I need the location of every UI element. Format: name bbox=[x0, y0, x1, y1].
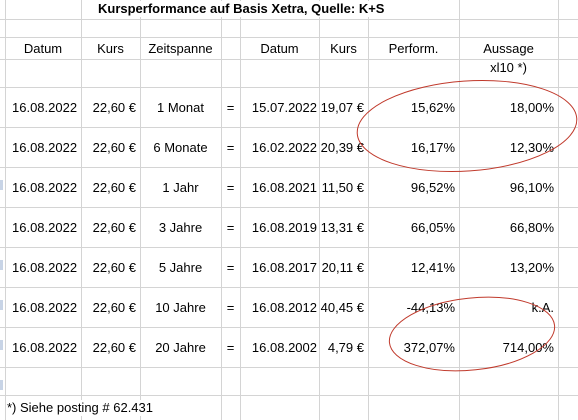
cell-datum-2[interactable]: 16.02.2022 bbox=[251, 140, 317, 155]
cell-equals[interactable]: = bbox=[226, 300, 235, 315]
cell-equals[interactable]: = bbox=[226, 340, 235, 355]
footnote[interactable]: *) Siehe posting # 62.431 bbox=[7, 400, 155, 416]
cell-equals[interactable]: = bbox=[226, 260, 235, 275]
header-perform[interactable]: Perform. bbox=[388, 41, 439, 56]
gridline bbox=[0, 167, 578, 168]
cell-perform[interactable]: 12,41% bbox=[410, 260, 455, 275]
cell-kurs[interactable]: 22,60 € bbox=[92, 300, 136, 315]
header-kurs[interactable]: Kurs bbox=[97, 41, 124, 56]
gridline bbox=[221, 0, 222, 420]
cell-aussage[interactable]: k.A. bbox=[531, 300, 554, 315]
cell-aussage[interactable]: 714,00% bbox=[502, 340, 554, 355]
cell-perform[interactable]: 372,07% bbox=[403, 340, 455, 355]
gridline bbox=[0, 87, 578, 88]
header-datum-2[interactable]: Datum bbox=[260, 41, 299, 56]
cell-zeitspanne[interactable]: 10 Jahre bbox=[155, 300, 206, 315]
cell-datum[interactable]: 16.08.2022 bbox=[12, 140, 78, 155]
header-datum[interactable]: Datum bbox=[23, 41, 63, 56]
header-aussage[interactable]: Aussage bbox=[483, 41, 534, 56]
cell-equals[interactable]: = bbox=[226, 220, 235, 235]
cell-datum-2[interactable]: 16.08.2019 bbox=[251, 220, 317, 235]
cell-zeitspanne[interactable]: 3 Jahre bbox=[158, 220, 203, 235]
gridline bbox=[81, 0, 82, 420]
cell-perform[interactable]: 66,05% bbox=[410, 220, 455, 235]
row-header-edge bbox=[0, 340, 3, 350]
cell-equals[interactable]: = bbox=[226, 180, 235, 195]
cell-perform[interactable]: 96,52% bbox=[410, 180, 455, 195]
cell-kurs-2[interactable]: 19,07 € bbox=[320, 100, 364, 115]
header-zeitspanne[interactable]: Zeitspanne bbox=[148, 41, 213, 56]
annotation-ellipse bbox=[388, 296, 556, 372]
gridline bbox=[459, 0, 460, 420]
cell-kurs-2[interactable]: 20,11 € bbox=[321, 260, 364, 275]
cell-kurs[interactable]: 22,60 € bbox=[92, 140, 136, 155]
cell-datum-2[interactable]: 16.08.2021 bbox=[251, 180, 317, 195]
gridline bbox=[0, 287, 578, 288]
cell-kurs[interactable]: 22,60 € bbox=[92, 180, 136, 195]
gridline bbox=[558, 0, 559, 420]
gridline bbox=[0, 327, 578, 328]
gridline bbox=[0, 247, 578, 248]
cell-kurs[interactable]: 22,60 € bbox=[92, 100, 136, 115]
header-aussage-sub[interactable]: xl10 *) bbox=[490, 60, 527, 75]
cell-perform[interactable]: 15,62% bbox=[410, 100, 455, 115]
gridline bbox=[0, 37, 578, 38]
cell-kurs[interactable]: 22,60 € bbox=[92, 340, 136, 355]
cell-aussage[interactable]: 13,20% bbox=[509, 260, 554, 275]
cell-zeitspanne[interactable]: 1 Jahr bbox=[162, 180, 199, 195]
cell-datum-2[interactable]: 15.07.2022 bbox=[251, 100, 317, 115]
row-header-edge bbox=[0, 300, 3, 310]
cell-aussage[interactable]: 66,80% bbox=[509, 220, 554, 235]
gridline bbox=[0, 127, 578, 128]
cell-kurs-2[interactable]: 20,39 € bbox=[320, 140, 364, 155]
cell-aussage[interactable]: 12,30% bbox=[509, 140, 554, 155]
cell-kurs-2[interactable]: 13,31 € bbox=[320, 220, 364, 235]
gridline bbox=[0, 207, 578, 208]
cell-equals[interactable]: = bbox=[226, 100, 235, 115]
cell-zeitspanne[interactable]: 1 Monat bbox=[157, 100, 204, 115]
row-header-edge bbox=[0, 260, 3, 270]
gridline bbox=[368, 0, 369, 420]
row-header-edge bbox=[0, 180, 3, 190]
cell-datum-2[interactable]: 16.08.2002 bbox=[251, 340, 317, 355]
cell-equals[interactable]: = bbox=[226, 140, 235, 155]
header-kurs-2[interactable]: Kurs bbox=[330, 41, 357, 56]
cell-zeitspanne[interactable]: 5 Jahre bbox=[158, 260, 203, 275]
cell-datum[interactable]: 16.08.2022 bbox=[12, 220, 78, 235]
cell-kurs[interactable]: 22,60 € bbox=[92, 220, 136, 235]
gridline bbox=[0, 367, 578, 368]
row-header-edge bbox=[0, 380, 3, 390]
cell-kurs-2[interactable]: 11,50 € bbox=[321, 180, 364, 195]
cell-datum[interactable]: 16.08.2022 bbox=[12, 300, 78, 315]
gridline bbox=[5, 0, 6, 420]
gridline bbox=[240, 0, 241, 420]
gridline bbox=[0, 59, 578, 60]
cell-kurs-2[interactable]: 40,45 € bbox=[320, 300, 364, 315]
gridline bbox=[0, 395, 578, 396]
cell-aussage[interactable]: 96,10% bbox=[509, 180, 554, 195]
cell-datum-2[interactable]: 16.08.2017 bbox=[251, 260, 317, 275]
cell-kurs[interactable]: 22,60 € bbox=[92, 260, 136, 275]
cell-zeitspanne[interactable]: 6 Monate bbox=[153, 140, 208, 155]
cell-aussage[interactable]: 18,00% bbox=[509, 100, 554, 115]
annotation-ellipse bbox=[356, 79, 578, 173]
gridline bbox=[140, 0, 141, 420]
cell-datum-2[interactable]: 16.08.2012 bbox=[251, 300, 317, 315]
cell-zeitspanne[interactable]: 20 Jahre bbox=[155, 340, 206, 355]
gridline bbox=[0, 19, 578, 20]
gridline bbox=[319, 0, 320, 420]
cell-datum[interactable]: 16.08.2022 bbox=[12, 100, 78, 115]
cell-kurs-2[interactable]: 4,79 € bbox=[327, 340, 364, 355]
cell-perform[interactable]: 16,17% bbox=[410, 140, 455, 155]
cell-datum[interactable]: 16.08.2022 bbox=[12, 180, 78, 195]
cell-datum[interactable]: 16.08.2022 bbox=[12, 340, 78, 355]
cell-datum[interactable]: 16.08.2022 bbox=[12, 260, 78, 275]
sheet-title: Kursperformance auf Basis Xetra, Quelle:… bbox=[96, 1, 387, 17]
